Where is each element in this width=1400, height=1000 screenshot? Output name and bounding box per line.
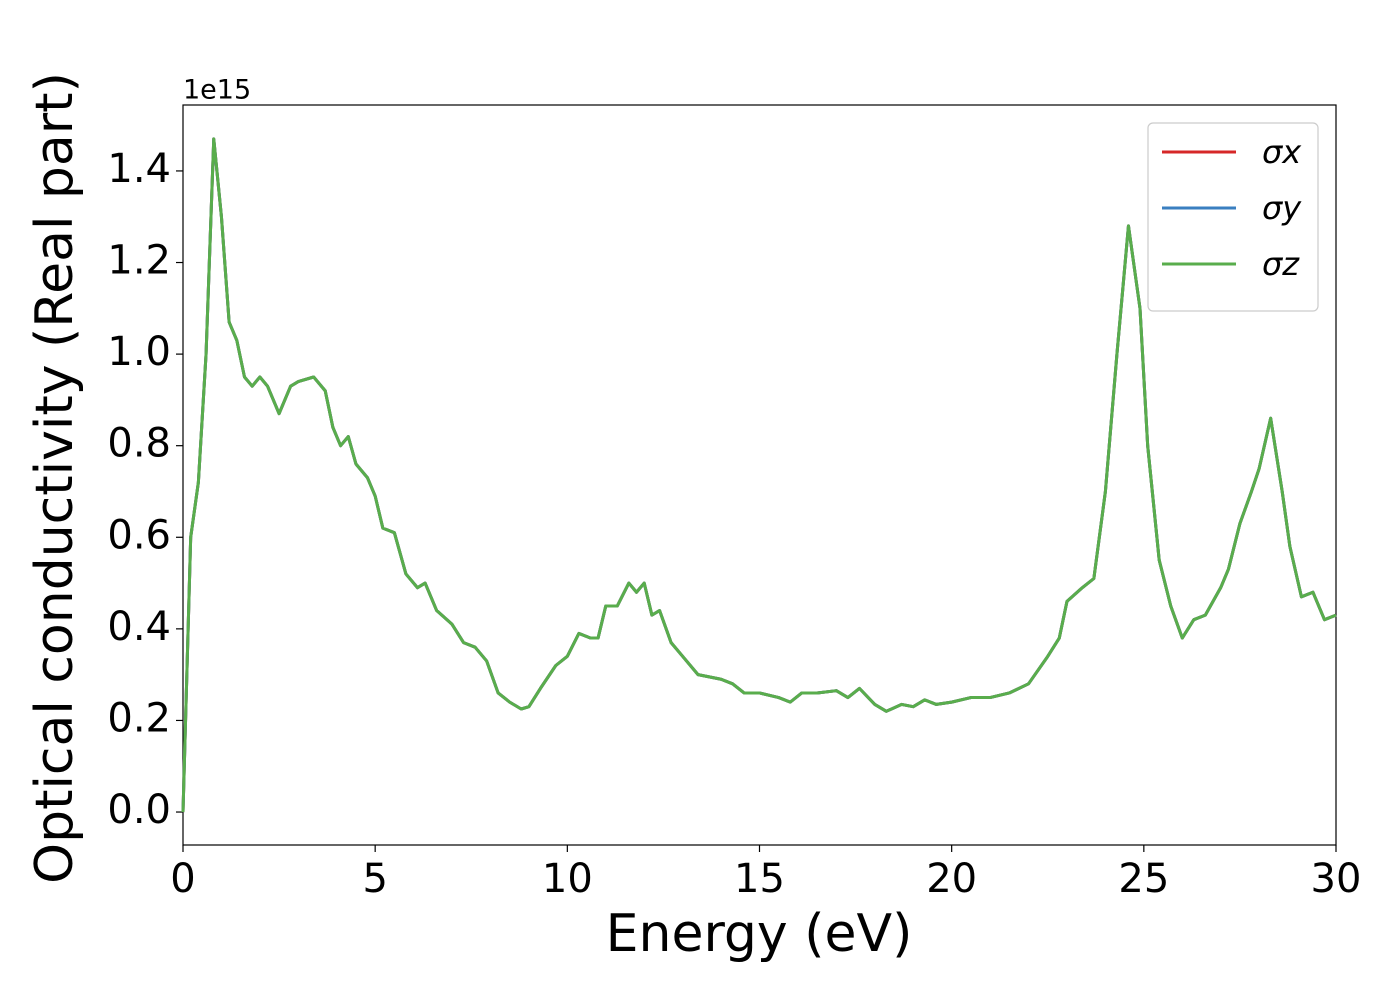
y-tick-label: 0.8 bbox=[107, 421, 171, 467]
y-tick-label: 1.0 bbox=[107, 329, 171, 375]
y-axis-label: Optical conductivity (Real part) bbox=[25, 72, 85, 884]
x-tick-label: 10 bbox=[542, 856, 593, 902]
x-axis-label: Energy (eV) bbox=[606, 904, 913, 964]
legend-label: σy bbox=[1262, 189, 1302, 227]
y-tick-label: 0.2 bbox=[107, 695, 171, 741]
legend-label: σx bbox=[1262, 133, 1302, 171]
y-tick-label: 1.4 bbox=[107, 146, 171, 192]
x-tick-label: 5 bbox=[362, 856, 387, 902]
plot-frame bbox=[182, 104, 1337, 846]
x-tick-label: 25 bbox=[1118, 856, 1169, 902]
y-tick-label: 1.2 bbox=[107, 238, 171, 284]
x-tick-label: 30 bbox=[1311, 856, 1362, 902]
x-tick-label: 0 bbox=[170, 856, 195, 902]
y-tick-label: 0.6 bbox=[107, 512, 171, 558]
line bbox=[181, 137, 1337, 813]
y-tick-label: 0.0 bbox=[107, 787, 171, 833]
x-tick-label: 15 bbox=[734, 856, 785, 902]
legend-label: σz bbox=[1262, 245, 1300, 283]
x-tick-label: 20 bbox=[926, 856, 977, 902]
y-offset-label: 1e15 bbox=[183, 75, 251, 106]
y-tick-label: 0.4 bbox=[107, 604, 171, 650]
